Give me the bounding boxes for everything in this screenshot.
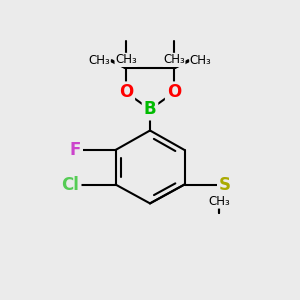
Text: O: O xyxy=(167,83,181,101)
Text: CH₃: CH₃ xyxy=(190,54,212,67)
Text: CH₃: CH₃ xyxy=(163,53,185,66)
Text: S: S xyxy=(219,176,231,194)
Text: B: B xyxy=(144,100,156,118)
Text: CH₃: CH₃ xyxy=(88,54,110,67)
Text: F: F xyxy=(70,141,81,159)
Text: Cl: Cl xyxy=(61,176,80,194)
Text: CH₃: CH₃ xyxy=(115,53,137,66)
Text: CH₃: CH₃ xyxy=(208,195,230,208)
Text: O: O xyxy=(119,83,133,101)
